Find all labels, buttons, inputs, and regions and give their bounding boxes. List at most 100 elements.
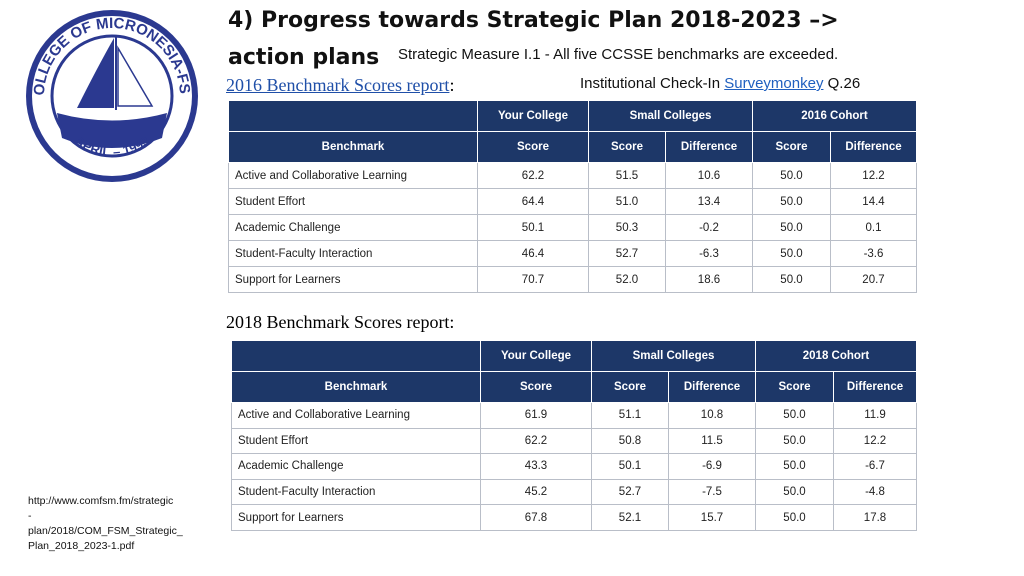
benchmark-name: Active and Collaborative Learning [231, 402, 481, 429]
group-header: Small Colleges [588, 100, 753, 132]
column-header: Score [752, 131, 831, 163]
table-caption: 2016 Benchmark Scores report: [226, 75, 454, 96]
score-cell: 0.1 [830, 214, 917, 241]
score-cell: 52.1 [591, 504, 669, 531]
column-header: Benchmark [231, 371, 481, 403]
title-line1: 4) Progress towards Strategic Plan 2018-… [228, 8, 839, 33]
url-line: plan/2018/COM_FSM_Strategic_ [28, 525, 183, 537]
score-cell: 50.1 [591, 453, 669, 480]
benchmark-table: Your College Small Colleges 2018 Cohort Ben… [231, 340, 917, 531]
score-cell: 51.1 [591, 402, 669, 429]
table-holder: Your College Small Colleges 2018 Cohort Ben… [231, 340, 917, 531]
caption-colon: : [449, 75, 455, 95]
score-cell: 50.0 [752, 266, 831, 293]
column-header: Score [477, 131, 589, 163]
footer-url: http://www.comfsm.fm/strategic - plan/2018… [28, 494, 183, 554]
benchmark-name: Student Effort [228, 188, 478, 215]
score-cell: 50.8 [591, 427, 669, 455]
score-cell: 50.0 [752, 240, 831, 267]
caption-text: 2016 Benchmark Scores report [226, 75, 450, 95]
score-cell: 10.8 [668, 402, 756, 429]
group-row: Your College Small Colleges 2016 Cohort [228, 100, 917, 132]
score-cell: 64.4 [477, 188, 589, 215]
checkin-link[interactable]: Surveymonkey [724, 75, 824, 92]
group-header: 2018 Cohort [755, 340, 917, 372]
table-row: Student Effort 64.4 51.0 13.4 50.0 14.4 [228, 188, 917, 215]
score-cell: -6.3 [665, 240, 753, 267]
benchmark-name: Academic Challenge [228, 214, 478, 241]
score-cell: -0.2 [665, 214, 753, 241]
group-header: Your College [480, 340, 592, 372]
table-caption: 2018 Benchmark Scores report: [226, 312, 455, 332]
score-cell: 18.6 [665, 266, 753, 293]
score-cell: 52.7 [591, 478, 669, 506]
column-header: Difference [830, 131, 917, 163]
title-line2: action plans [228, 45, 380, 70]
column-header: Score [591, 371, 669, 403]
score-cell: 67.8 [480, 504, 592, 531]
benchmark-name: Student-Faculty Interaction [228, 240, 478, 267]
header-cell [228, 100, 478, 132]
column-header: Score [480, 371, 592, 403]
score-cell: 52.7 [588, 240, 666, 267]
table-row: Support for Learners 70.7 52.0 18.6 50.0 20.7 [228, 266, 917, 293]
column-header: Score [755, 371, 834, 403]
table-row: Support for Learners 67.8 52.1 15.7 50.0 17.8 [231, 504, 917, 531]
table-row: Academic Challenge 43.3 50.1 -6.9 50.0 -6.7 [231, 453, 917, 480]
score-cell: 62.2 [480, 427, 592, 455]
score-cell: 50.0 [755, 504, 834, 531]
score-cell: -4.8 [833, 478, 917, 506]
score-cell: 46.4 [477, 240, 589, 267]
measure: Strategic Measure I.1 - All five CCSSE b… [398, 46, 839, 63]
column-header: Difference [665, 131, 753, 163]
score-cell: -6.7 [833, 453, 917, 480]
url-line: Plan_2018_2023-1.pdf [28, 540, 135, 552]
column-header: Difference [833, 371, 917, 403]
group-header: Small Colleges [591, 340, 756, 372]
score-cell: 17.8 [833, 504, 917, 531]
score-cell: 11.9 [833, 402, 917, 429]
table-holder: Your College Small Colleges 2016 Cohort Ben… [228, 100, 917, 293]
column-header: Score [588, 131, 666, 163]
checkin-prefix: Institutional Check-In [580, 75, 721, 92]
logo: COLLEGE OF MICRONESIA-FSM APRIL – 1993 [22, 8, 198, 182]
group-header: Your College [477, 100, 589, 132]
score-cell: 10.6 [665, 162, 753, 189]
score-cell: 61.9 [480, 402, 592, 429]
score-cell: -3.6 [830, 240, 917, 267]
column-header: Benchmark [228, 131, 478, 163]
url-line: http://www.comfsm.fm/strategic [28, 495, 174, 507]
score-cell: -6.9 [668, 453, 756, 480]
benchmark-name: Student-Faculty Interaction [231, 478, 481, 506]
table-row: Academic Challenge 50.1 50.3 -0.2 50.0 0.1 [228, 214, 917, 241]
score-cell: -7.5 [668, 478, 756, 506]
score-cell: 50.0 [755, 478, 834, 506]
score-cell: 62.2 [477, 162, 589, 189]
score-cell: 50.0 [755, 427, 834, 455]
table-row: Active and Collaborative Learning 61.9 51.… [231, 402, 917, 429]
column-row: Benchmark Score Score Difference Score Differ… [228, 131, 917, 163]
benchmark-name: Support for Learners [228, 266, 478, 293]
score-cell: 13.4 [665, 188, 753, 215]
group-row: Your College Small Colleges 2018 Cohort [231, 340, 917, 372]
benchmark-table: Your College Small Colleges 2016 Cohort Ben… [228, 100, 917, 293]
score-cell: 20.7 [830, 266, 917, 293]
benchmark-name: Academic Challenge [231, 453, 481, 480]
score-cell: 14.4 [830, 188, 917, 215]
table-row: Active and Collaborative Learning 62.2 51.… [228, 162, 917, 189]
table-row: Student Effort 62.2 50.8 11.5 50.0 12.2 [231, 427, 917, 455]
benchmark-name: Support for Learners [231, 504, 481, 531]
score-cell: 15.7 [668, 504, 756, 531]
score-cell: 70.7 [477, 266, 589, 293]
score-cell: 50.1 [477, 214, 589, 241]
column-header: Difference [668, 371, 756, 403]
score-cell: 51.0 [588, 188, 666, 215]
table-row: Student-Faculty Interaction 45.2 52.7 -7.5 5… [231, 478, 917, 506]
score-cell: 45.2 [480, 478, 592, 506]
score-cell: 50.0 [755, 402, 834, 429]
benchmark-name: Student Effort [231, 427, 481, 455]
checkin: Institutional Check-In Surveymonkey Q.26 [580, 75, 860, 92]
score-cell: 12.2 [830, 162, 917, 189]
table-row: Student-Faculty Interaction 46.4 52.7 -6.3 5… [228, 240, 917, 267]
